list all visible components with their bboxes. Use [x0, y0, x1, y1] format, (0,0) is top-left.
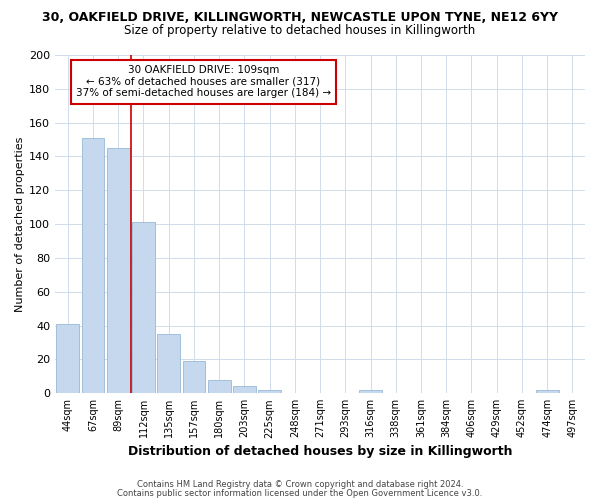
Bar — [359, 390, 382, 393]
Bar — [182, 361, 205, 393]
Bar — [157, 334, 180, 393]
X-axis label: Distribution of detached houses by size in Killingworth: Distribution of detached houses by size … — [128, 444, 512, 458]
Text: Contains public sector information licensed under the Open Government Licence v3: Contains public sector information licen… — [118, 489, 482, 498]
Text: 30, OAKFIELD DRIVE, KILLINGWORTH, NEWCASTLE UPON TYNE, NE12 6YY: 30, OAKFIELD DRIVE, KILLINGWORTH, NEWCAS… — [42, 11, 558, 24]
Text: 30 OAKFIELD DRIVE: 109sqm
← 63% of detached houses are smaller (317)
37% of semi: 30 OAKFIELD DRIVE: 109sqm ← 63% of detac… — [76, 65, 331, 98]
Bar — [132, 222, 155, 393]
Bar — [82, 138, 104, 393]
Bar — [233, 386, 256, 393]
Bar — [258, 390, 281, 393]
Bar — [107, 148, 130, 393]
Bar — [208, 380, 230, 393]
Bar — [536, 390, 559, 393]
Y-axis label: Number of detached properties: Number of detached properties — [15, 136, 25, 312]
Text: Contains HM Land Registry data © Crown copyright and database right 2024.: Contains HM Land Registry data © Crown c… — [137, 480, 463, 489]
Text: Size of property relative to detached houses in Killingworth: Size of property relative to detached ho… — [124, 24, 476, 37]
Bar — [56, 324, 79, 393]
